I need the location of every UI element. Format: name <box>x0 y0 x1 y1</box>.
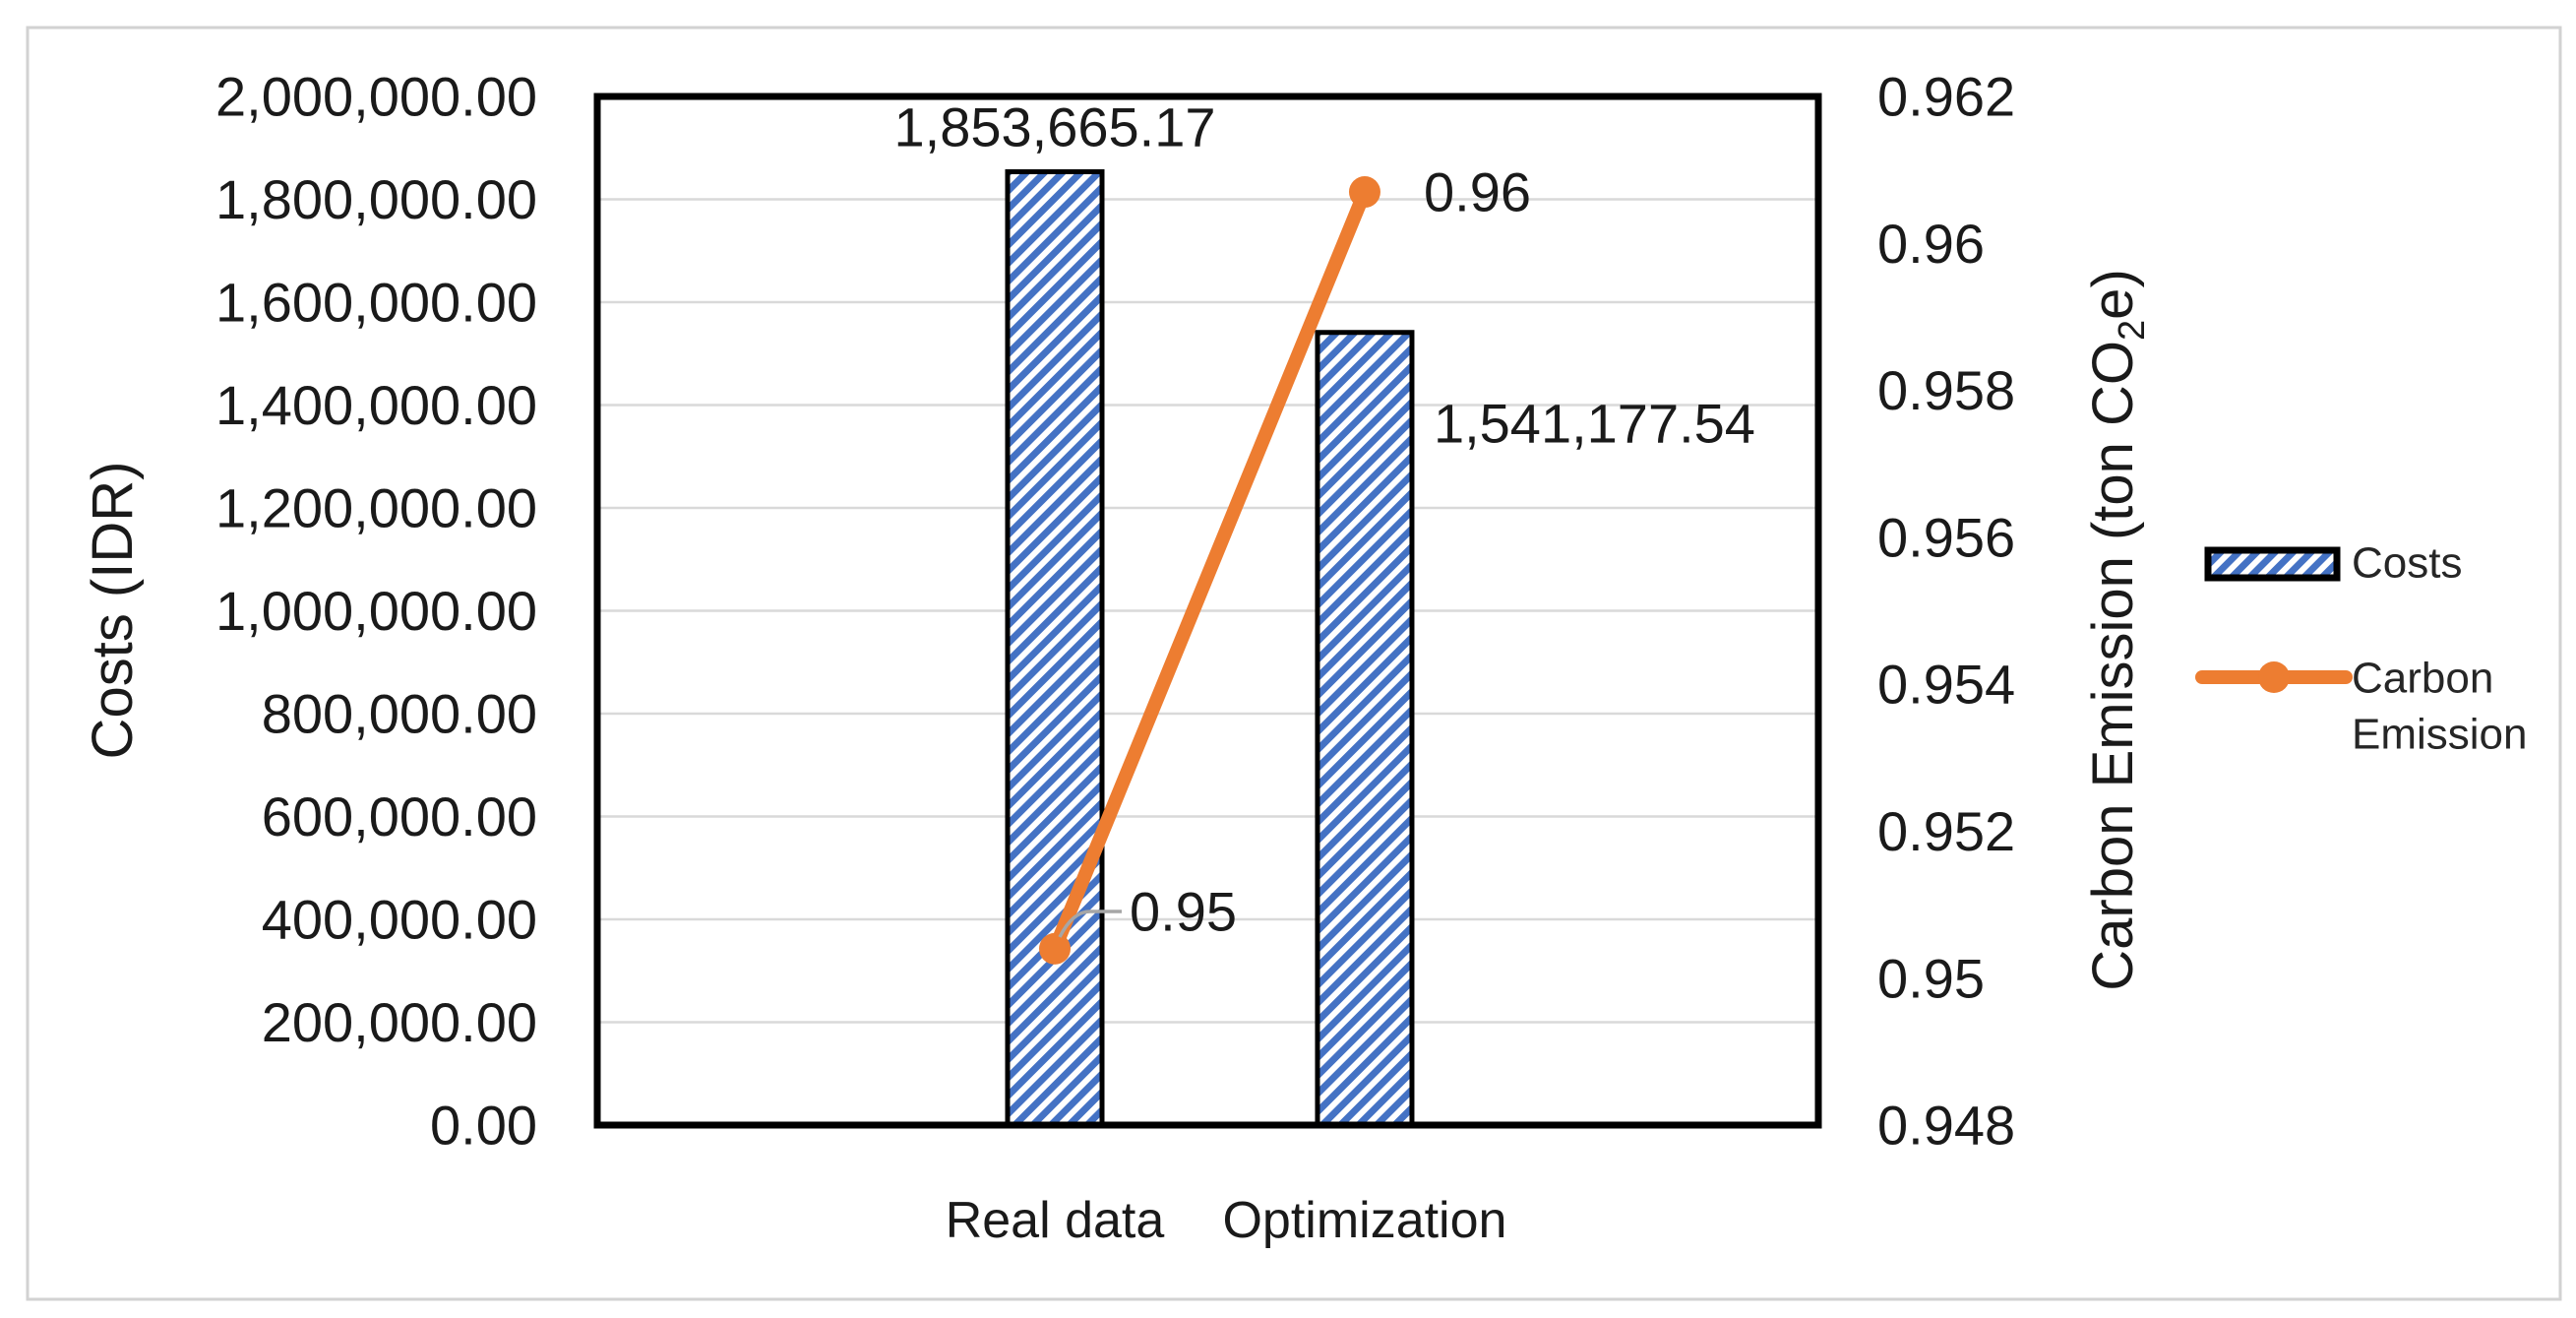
right-axis-tick-label: 0.958 <box>1877 359 2015 421</box>
left-axis-tick-label: 800,000.00 <box>262 683 537 745</box>
right-axis-title: Carbon Emission (ton CO2e) <box>2081 269 2153 991</box>
left-axis-tick-label: 1,000,000.00 <box>215 580 537 642</box>
figure-border <box>26 26 2562 1301</box>
gridlines-group <box>597 198 1818 1024</box>
data-label-emission-real-data: 0.95 <box>1130 881 1237 943</box>
right-axis-tick-label: 0.95 <box>1877 947 1985 1009</box>
legend-item-costs: Costs <box>2204 538 2462 587</box>
right-axis-tick-label: 0.952 <box>1877 800 2015 862</box>
legend-label-carbon: Carbon <box>2352 654 2493 702</box>
left-axis-tick-label: 1,200,000.00 <box>215 477 537 539</box>
right-axis-tick-label: 0.962 <box>1877 66 2015 128</box>
right-axis-tick-labels: 0.962 0.96 0.958 0.956 0.954 0.952 0.95 0.948 <box>1877 66 2015 1157</box>
data-label-cost-real-data: 1,853,665.17 <box>894 95 1216 157</box>
line-series-group <box>1039 176 1380 965</box>
left-axis-tick-label: 2,000,000.00 <box>215 66 537 128</box>
plot-border <box>593 93 1822 1129</box>
right-axis-title-end: e) <box>2081 269 2145 320</box>
legend-line-marker <box>2258 661 2290 693</box>
bar-real-data <box>1005 168 1105 1128</box>
left-axis-tick-labels: 2,000,000.00 1,800,000.00 1,600,000.00 1,40… <box>215 66 537 1157</box>
left-axis-tick-label: 600,000.00 <box>262 785 537 847</box>
data-label-emission-optimization: 0.96 <box>1424 161 1531 223</box>
right-axis-tick-label: 0.954 <box>1877 654 2015 716</box>
legend-label-costs: Costs <box>2352 538 2462 587</box>
legend-label-emission: Emission <box>2352 710 2528 758</box>
right-axis-title-main: Carbon Emission (ton CO <box>2081 341 2145 991</box>
left-axis-tick-label: 200,000.00 <box>262 991 537 1053</box>
line-marker-real-data <box>1039 932 1072 965</box>
right-axis-tick-label: 0.948 <box>1877 1095 2015 1157</box>
left-axis-title: Costs (IDR) <box>81 462 145 760</box>
legend: Costs Carbon Emission <box>2195 538 2528 758</box>
data-label-leader-line <box>1058 910 1122 938</box>
right-axis-tick-label: 0.956 <box>1877 506 2015 568</box>
data-label-cost-optimization: 1,541,177.54 <box>1434 392 1755 454</box>
category-label-optimization: Optimization <box>1222 1192 1506 1249</box>
legend-swatch-costs <box>2204 546 2341 582</box>
line-marker-optimization <box>1348 176 1380 209</box>
left-axis-tick-label: 1,400,000.00 <box>215 374 537 436</box>
left-axis-tick-label: 400,000.00 <box>262 889 537 951</box>
left-axis-tick-label: 1,600,000.00 <box>215 272 537 334</box>
category-label-real-data: Real data <box>946 1192 1165 1249</box>
left-axis-tick-label: 0.00 <box>430 1095 537 1157</box>
right-axis-tick-label: 0.96 <box>1877 213 1985 275</box>
bar-optimization <box>1315 330 1415 1128</box>
carbon-emission-line <box>1048 185 1372 956</box>
right-axis-title-subscript: 2 <box>2112 320 2153 341</box>
left-axis-tick-label: 1,800,000.00 <box>215 168 537 230</box>
legend-item-carbon-emission: Carbon Emission <box>2195 654 2528 758</box>
